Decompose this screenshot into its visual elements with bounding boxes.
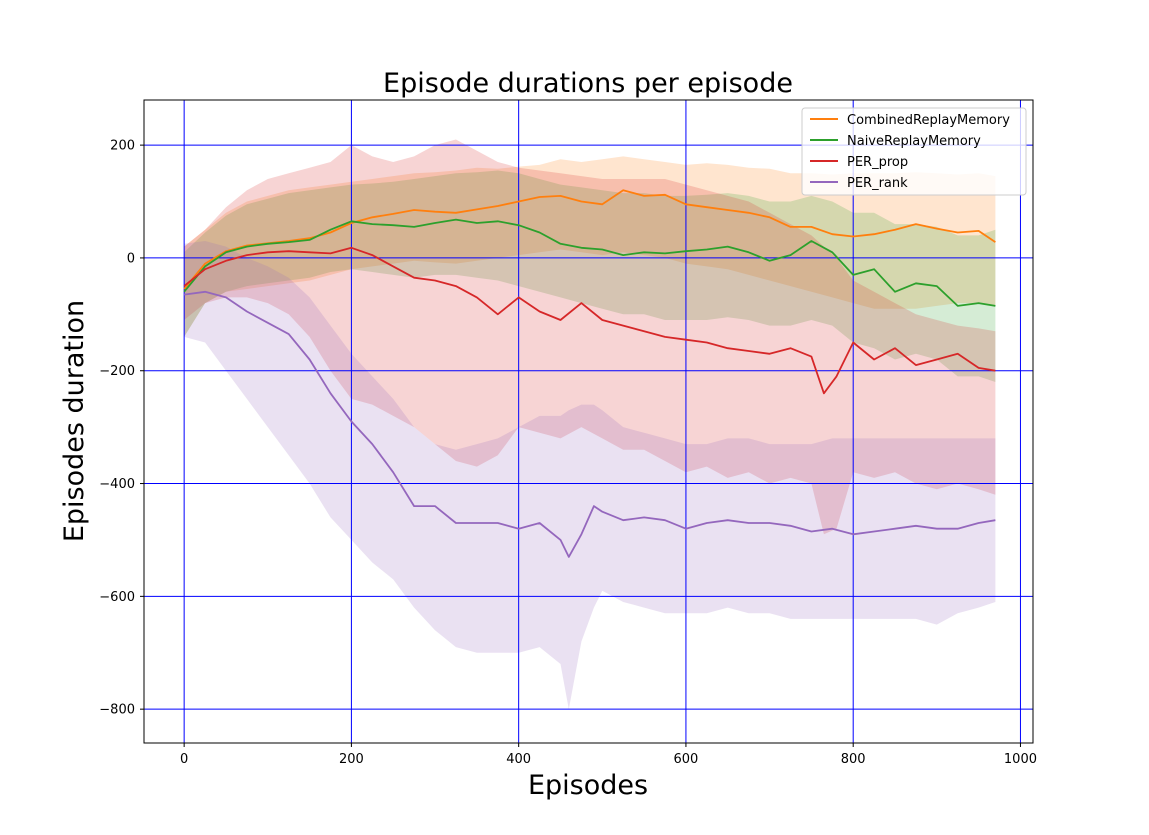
x-tick-label: 1000 (1004, 752, 1037, 767)
x-tick-label: 200 (339, 752, 364, 767)
y-axis-ticks: 200 0 −200 −400 −600 −800 (99, 139, 144, 718)
confidence-bands (184, 139, 996, 710)
legend-label-CombinedReplayMemory: CombinedReplayMemory (847, 113, 1010, 128)
y-tick-label: 0 (127, 251, 135, 266)
band-PER_rank (184, 241, 996, 710)
x-tick-label: 0 (180, 752, 188, 767)
y-tick-label: 200 (110, 139, 135, 154)
chart-title: Episode durations per episode (383, 68, 793, 99)
series-line-PER_rank (183, 290, 996, 558)
x-axis-label: Episodes (528, 770, 648, 801)
band-CombinedReplayMemory (184, 156, 996, 337)
series-line-PER_prop (183, 246, 996, 395)
x-tick-label: 600 (674, 752, 699, 767)
series-line-NaiveReplayMemory (183, 218, 996, 307)
x-tick-label: 800 (841, 752, 866, 767)
legend-label-PER_rank: PER_rank (847, 176, 908, 191)
x-tick-label: 400 (506, 752, 531, 767)
band-NaiveReplayMemory (184, 170, 996, 382)
y-tick-label: −800 (99, 703, 135, 718)
band-PER_prop (184, 139, 996, 535)
legend-label-PER_prop: PER_prop (847, 155, 908, 170)
legend: CombinedReplayMemory NaiveReplayMemory PER… (801, 107, 1027, 196)
x-axis-ticks: 0 200 400 600 800 1000 (180, 743, 1037, 767)
legend-box (801, 107, 1027, 196)
series-lines (183, 189, 996, 558)
y-tick-label: −600 (99, 590, 135, 605)
plot-frame (143, 99, 1034, 744)
y-axis-label: Episodes duration (59, 300, 90, 542)
legend-label-NaiveReplayMemory: NaiveReplayMemory (847, 134, 981, 149)
y-tick-label: −200 (99, 364, 135, 379)
y-tick-label: −400 (99, 477, 135, 492)
